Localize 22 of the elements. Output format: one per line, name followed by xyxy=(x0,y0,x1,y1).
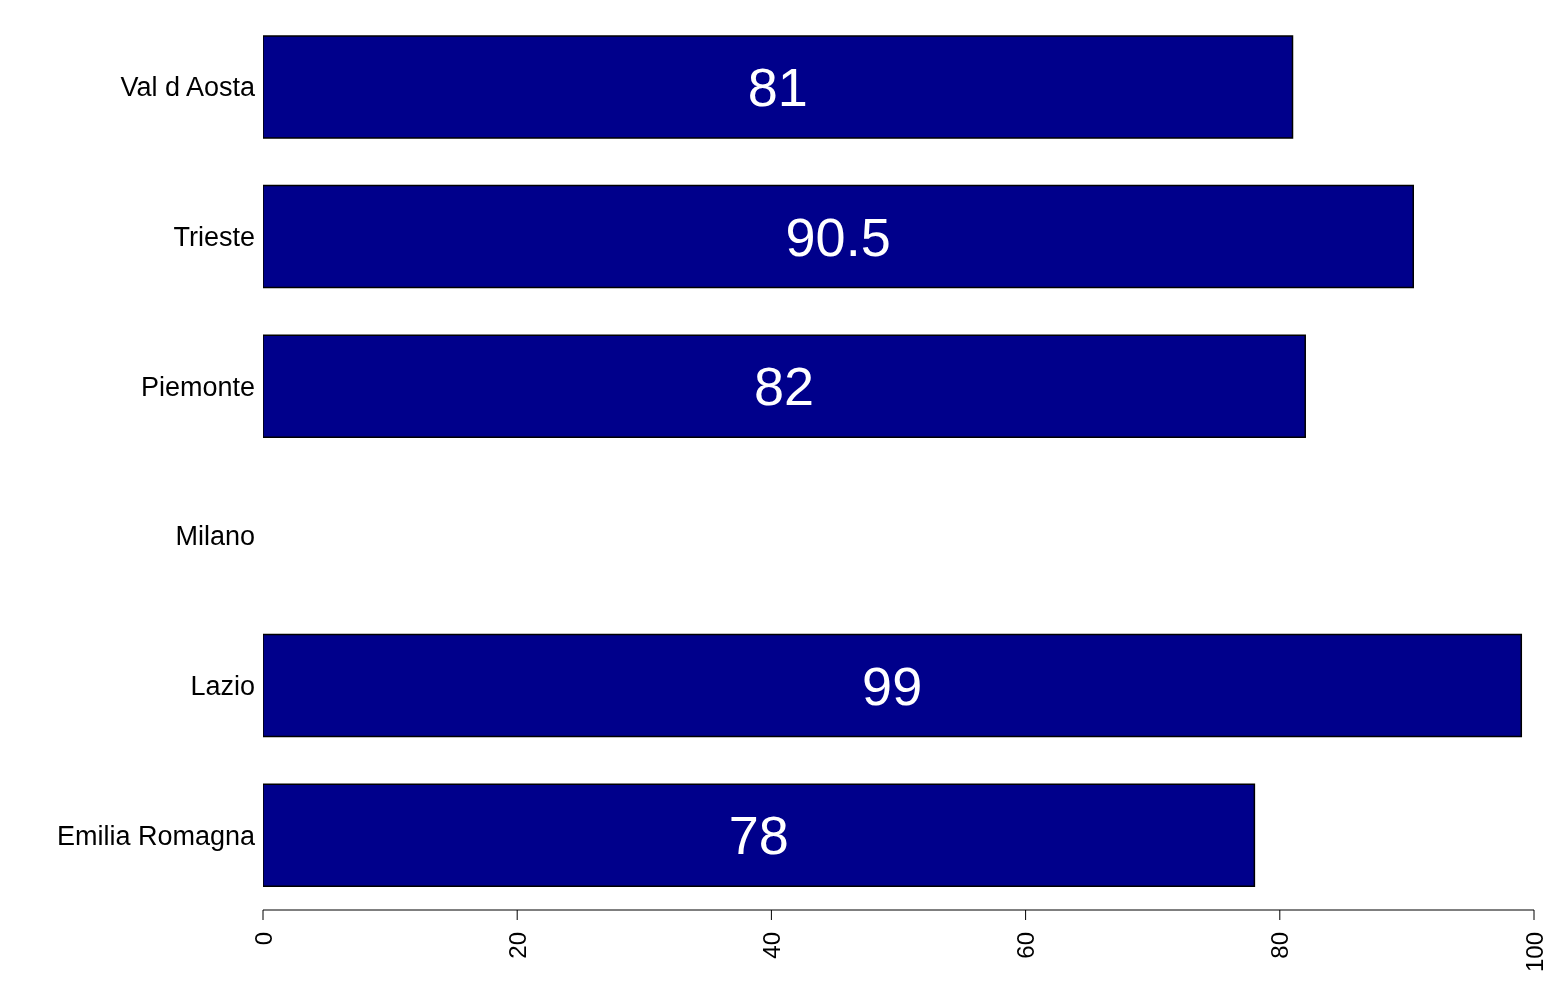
x-tick-label: 80 xyxy=(1266,932,1294,959)
x-tick-label: 20 xyxy=(503,932,531,959)
x-tick-label: 60 xyxy=(1012,932,1040,959)
y-tick-label: Trieste xyxy=(173,222,255,253)
y-tick-label: Piemonte xyxy=(140,371,255,402)
x-tick-label: 0 xyxy=(249,932,277,946)
bar xyxy=(263,783,1256,888)
data-label: 99 xyxy=(862,655,923,716)
bar xyxy=(263,35,1294,139)
y-tick-label: Val d Aosta xyxy=(120,72,256,103)
data-label: 90.5 xyxy=(785,206,891,267)
data-label: 82 xyxy=(754,356,815,417)
bar xyxy=(263,334,1306,439)
y-tick-label: Emilia Romagna xyxy=(56,820,256,851)
x-tick-label: 40 xyxy=(757,932,785,959)
bar xyxy=(263,633,1523,738)
y-tick-label: Lazio xyxy=(190,671,255,702)
data-label: 81 xyxy=(747,57,808,118)
y-tick-label: Milano xyxy=(175,521,255,552)
data-label: 78 xyxy=(728,805,789,866)
x-tick-label: 100 xyxy=(1520,932,1548,973)
bar xyxy=(263,184,1415,289)
